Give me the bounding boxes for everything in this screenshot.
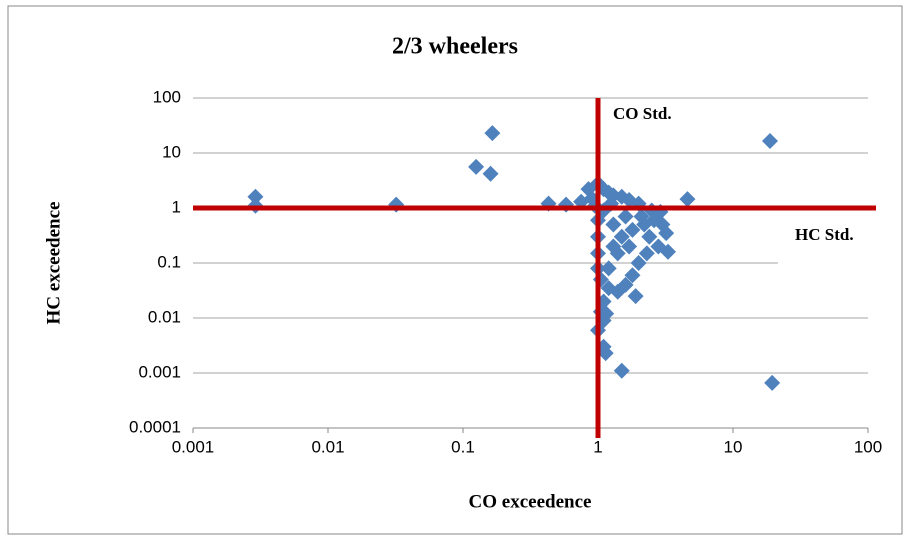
point <box>658 225 675 242</box>
point <box>641 228 658 245</box>
point <box>627 288 644 305</box>
chart-title: 2/3 wheelers <box>392 34 518 60</box>
point <box>624 267 641 284</box>
point <box>247 188 264 205</box>
point <box>613 362 630 379</box>
point <box>605 216 622 233</box>
y-tick-label: 0.1 <box>157 252 181 271</box>
label-background <box>778 219 878 264</box>
y-tick-label: 100 <box>153 87 181 106</box>
point <box>762 133 779 150</box>
chart-border <box>7 5 903 535</box>
x-tick-label: 0.001 <box>172 437 215 456</box>
point <box>613 228 630 245</box>
point <box>598 305 615 322</box>
point <box>621 238 638 255</box>
x-tick-label: 10 <box>724 437 743 456</box>
y-tick-label: 1 <box>172 197 181 216</box>
y-tick-label: 0.01 <box>148 307 181 326</box>
point <box>482 165 499 182</box>
point <box>679 191 696 208</box>
reference-label: HC Std. <box>795 225 854 244</box>
point <box>600 260 617 277</box>
point <box>605 238 622 255</box>
point <box>484 125 501 142</box>
reference-label: CO Std. <box>613 104 672 123</box>
point <box>650 238 667 255</box>
x-tick-label: 1 <box>593 437 602 456</box>
point <box>646 212 663 229</box>
point <box>617 208 634 225</box>
x-tick-label: 0.01 <box>311 437 344 456</box>
point <box>633 208 650 225</box>
point <box>624 221 641 238</box>
x-tick-label: 100 <box>854 437 882 456</box>
y-tick-label: 0.001 <box>138 362 181 381</box>
point <box>764 374 781 391</box>
point <box>597 345 614 362</box>
point <box>630 255 647 271</box>
y-tick-label: 10 <box>162 142 181 161</box>
y-tick-label: 0.0001 <box>129 417 181 436</box>
point <box>468 158 485 175</box>
x-tick-label: 0.1 <box>451 437 475 456</box>
point <box>638 245 655 262</box>
x-axis-label: CO exceedence <box>469 491 592 512</box>
point <box>600 280 617 297</box>
y-axis-label: HC exceedence <box>43 202 64 325</box>
